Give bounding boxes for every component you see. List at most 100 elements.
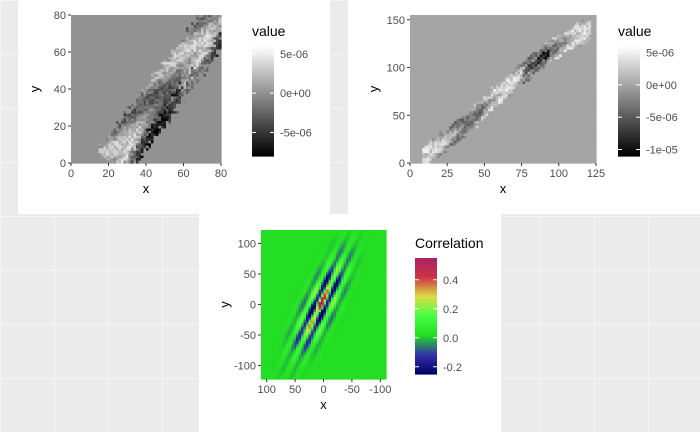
heatmap-cell bbox=[427, 145, 431, 149]
heatmap-cell bbox=[203, 59, 207, 63]
heatmap-cell bbox=[91, 39, 95, 43]
heatmap-cell bbox=[86, 64, 90, 68]
heatmap-cell bbox=[427, 24, 431, 28]
heatmap-cell bbox=[206, 17, 210, 21]
heatmap-cell bbox=[156, 113, 160, 117]
heatmap-cell bbox=[91, 135, 95, 139]
heatmap-cell bbox=[71, 76, 75, 80]
heatmap-cell bbox=[148, 52, 152, 56]
heatmap-cell bbox=[108, 81, 112, 85]
heatmap-cell bbox=[91, 71, 95, 75]
heatmap-cell bbox=[439, 49, 443, 53]
heatmap-cell bbox=[123, 71, 127, 75]
colorbar-step bbox=[252, 141, 274, 144]
heatmap-cell bbox=[424, 76, 428, 80]
heatmap-cell bbox=[429, 116, 433, 120]
heatmap-cell bbox=[106, 15, 110, 19]
heatmap-cell bbox=[143, 135, 147, 139]
heatmap-cell bbox=[158, 56, 162, 60]
heatmap-cell bbox=[412, 126, 416, 130]
heatmap-cell bbox=[86, 96, 90, 100]
heatmap-cell bbox=[176, 69, 180, 73]
heatmap-cell bbox=[143, 22, 147, 26]
heatmap-cell bbox=[148, 69, 152, 73]
heatmap-cell bbox=[121, 84, 125, 88]
colorbar-step bbox=[252, 53, 274, 56]
heatmap-cell bbox=[211, 86, 215, 90]
heatmap-cell bbox=[436, 74, 440, 78]
heatmap-cell bbox=[427, 89, 431, 93]
heatmap-cell bbox=[410, 34, 414, 38]
heatmap-cell bbox=[419, 52, 423, 56]
heatmap-cell bbox=[432, 59, 436, 63]
heatmap-cell bbox=[166, 54, 170, 58]
heatmap-cell bbox=[141, 126, 145, 130]
heatmap-cell bbox=[444, 52, 448, 56]
heatmap-cell bbox=[196, 84, 200, 88]
heatmap-cell bbox=[91, 27, 95, 31]
heatmap-cell bbox=[73, 32, 77, 36]
heatmap-cell bbox=[429, 111, 433, 115]
heatmap-cell bbox=[128, 111, 132, 115]
heatmap-cell bbox=[422, 126, 426, 130]
x-tick-label: 60 bbox=[177, 168, 189, 180]
heatmap-cell bbox=[96, 143, 100, 147]
heatmap-cell bbox=[86, 22, 90, 26]
heatmap-cell bbox=[106, 113, 110, 117]
heatmap-cell bbox=[201, 133, 205, 137]
heatmap-cell bbox=[118, 128, 122, 132]
heatmap-cell bbox=[103, 54, 107, 58]
heatmap-cell bbox=[161, 47, 165, 51]
heatmap-cell bbox=[176, 15, 180, 19]
heatmap-cell bbox=[414, 138, 418, 142]
heatmap-cell bbox=[183, 160, 187, 164]
heatmap-cell bbox=[101, 135, 105, 139]
heatmap-cell bbox=[163, 76, 167, 80]
heatmap-cell bbox=[136, 93, 140, 97]
heatmap-cell bbox=[216, 44, 220, 48]
heatmap-cell bbox=[454, 145, 458, 149]
heatmap-cell bbox=[218, 118, 222, 122]
heatmap-cell bbox=[191, 84, 195, 88]
heatmap-cell bbox=[158, 81, 162, 85]
heatmap-cell bbox=[93, 76, 97, 80]
heatmap-cell bbox=[158, 54, 162, 58]
heatmap-cell bbox=[163, 89, 167, 93]
heatmap-cell bbox=[424, 160, 428, 164]
heatmap-cell bbox=[126, 143, 130, 147]
heatmap-cell bbox=[444, 54, 448, 58]
heatmap-cell bbox=[81, 76, 85, 80]
heatmap-cell bbox=[196, 96, 200, 100]
heatmap-cell bbox=[193, 135, 197, 139]
heatmap-cell bbox=[458, 37, 462, 41]
heatmap-cell bbox=[461, 22, 465, 26]
heatmap-cell bbox=[171, 116, 175, 120]
heatmap-cell bbox=[161, 22, 165, 26]
heatmap-cell bbox=[429, 130, 433, 134]
heatmap-cell bbox=[121, 24, 125, 28]
heatmap-cell bbox=[186, 79, 190, 83]
heatmap-cell bbox=[103, 128, 107, 132]
heatmap-cell bbox=[218, 69, 222, 73]
heatmap-cell bbox=[126, 42, 130, 46]
heatmap-cell bbox=[136, 111, 140, 115]
heatmap-cell bbox=[198, 153, 202, 157]
heatmap-cell bbox=[201, 106, 205, 110]
heatmap-cell bbox=[449, 34, 453, 38]
heatmap-cell bbox=[208, 71, 212, 75]
heatmap-cell bbox=[414, 158, 418, 162]
heatmap-cell bbox=[183, 24, 187, 28]
heatmap-cell bbox=[419, 59, 423, 63]
heatmap-cell bbox=[156, 101, 160, 105]
heatmap-cell bbox=[424, 106, 428, 110]
heatmap-cell bbox=[113, 121, 117, 125]
heatmap-cell bbox=[113, 76, 117, 80]
heatmap-cell bbox=[178, 96, 182, 100]
heatmap-cell bbox=[113, 19, 117, 23]
heatmap-cell bbox=[81, 96, 85, 100]
heatmap-cell bbox=[96, 148, 100, 152]
heatmap-cell bbox=[458, 153, 462, 157]
heatmap-cell bbox=[126, 93, 130, 97]
heatmap-cell bbox=[86, 34, 90, 38]
heatmap-cell bbox=[181, 37, 185, 41]
